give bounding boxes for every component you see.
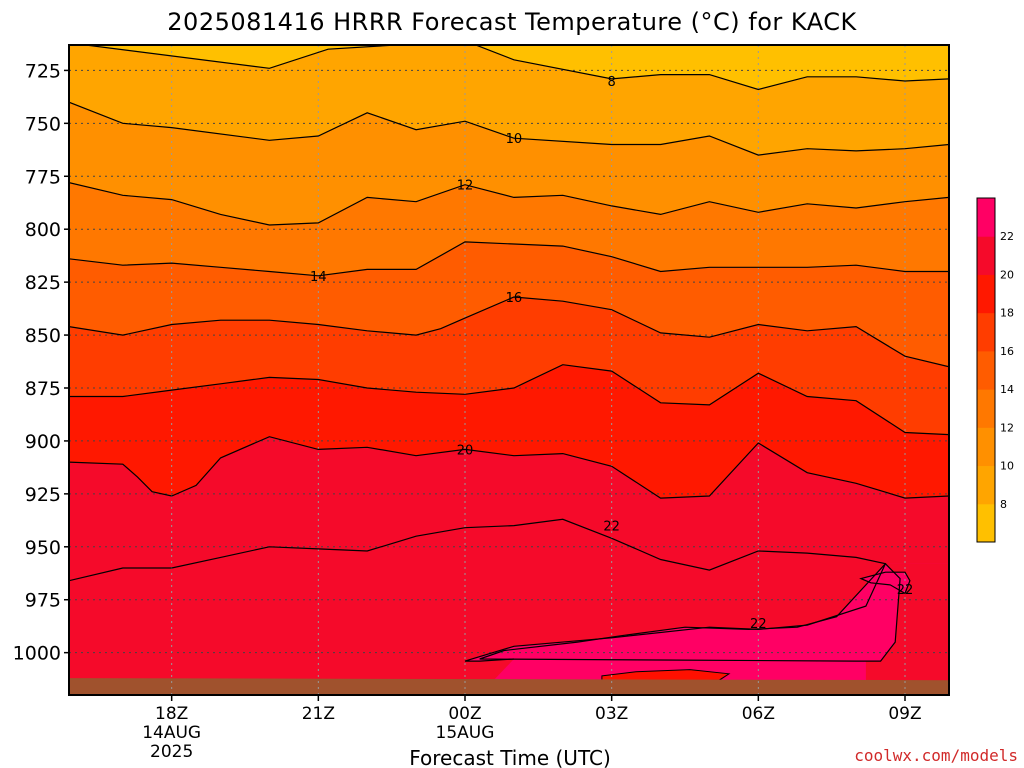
isotherm-label-3: 14 — [310, 270, 327, 285]
colorbar-swatch-2 — [977, 427, 995, 467]
plot-area: 8 10 12 14 16 20 22 22 22 — [69, 45, 949, 695]
credit-text: coolwx.com/models — [854, 746, 1018, 765]
x-tick-label-00Z-0: 00Z — [448, 704, 481, 724]
colorbar-swatch-8 — [977, 198, 995, 237]
isotherm-lines — [69, 45, 949, 662]
closed-warm-region-0 — [479, 563, 901, 662]
isotherm-label-4: 16 — [506, 291, 523, 306]
colorbar-swatch-5 — [977, 312, 995, 352]
y-tick-label-725: 725 — [25, 60, 61, 82]
colorbar-label-12: 12 — [1000, 421, 1014, 434]
colorbar-swatch-6 — [977, 274, 995, 314]
colorbar-swatch-7 — [977, 236, 995, 275]
colorbar-label-14: 14 — [1000, 383, 1014, 396]
isotherm-label-6: 20 — [457, 443, 474, 458]
grid-lines — [69, 45, 949, 695]
y-tick-label-1000: 1000 — [13, 643, 61, 665]
y-tick-label-775: 775 — [25, 166, 61, 188]
isotherm-16 — [69, 296, 949, 368]
band-above-8 — [85, 45, 949, 90]
y-tick-label-800: 800 — [25, 219, 61, 241]
isotherm-8 — [80, 45, 949, 91]
ground-band-fill — [69, 678, 949, 695]
y-tick-label-825: 825 — [25, 272, 61, 294]
chart-title: 2025081416 HRRR Forecast Temperature (°C… — [167, 8, 857, 36]
isotherm-10 — [69, 101, 949, 156]
y-tick-label-975: 975 — [25, 590, 61, 612]
plot-frame — [68, 44, 950, 696]
temperature-fill — [69, 45, 949, 695]
y-tick-label-875: 875 — [25, 378, 61, 400]
colorbar-label-22: 22 — [1000, 230, 1014, 243]
y-tick-label-750: 750 — [25, 113, 61, 135]
x-tick-label-18Z-0: 18Z — [155, 704, 188, 724]
x-tick-label-03Z-0: 03Z — [595, 704, 628, 724]
x-tick-label-09Z-0: 09Z — [888, 704, 921, 724]
x-axis-title: Forecast Time (UTC) — [409, 746, 611, 768]
isotherm-22 — [69, 518, 887, 662]
colorbar-swatch-1 — [977, 465, 995, 505]
isotherm-14 — [69, 241, 949, 277]
x-tick-label-18Z-1: 14AUG — [142, 723, 201, 743]
isotherm-label-0: 8 — [608, 75, 616, 90]
band-lower-22 — [69, 519, 886, 695]
isotherm-12 — [69, 182, 949, 226]
y-tick-label-925: 925 — [25, 484, 61, 506]
y-tick-label-950: 950 — [25, 537, 61, 559]
isotherm-22-closed-8 — [479, 562, 901, 662]
colorbar-label-8: 8 — [1000, 498, 1007, 511]
isotherm-label-1: 10 — [506, 132, 523, 147]
colorbar-swatch-3 — [977, 389, 995, 428]
isotherm-22-closed-9 — [859, 571, 911, 595]
colorbar: 8 10 12 14 16 18 20 22 — [976, 197, 1014, 543]
isotherm-label-9: 22 — [897, 583, 914, 598]
x-tick-label-06Z-0: 06Z — [742, 704, 775, 724]
isotherm-label-2: 12 — [457, 179, 474, 194]
isotherm-labels: 8 10 12 14 16 20 22 22 22 — [310, 75, 914, 632]
y-tick-label-900: 900 — [25, 431, 61, 453]
colorbar-label-18: 18 — [1000, 307, 1014, 320]
x-tick-label-21Z-0: 21Z — [302, 704, 335, 724]
colorbar-label-10: 10 — [1000, 460, 1014, 473]
colorbar-frame — [976, 197, 996, 543]
isotherm-20 — [69, 436, 949, 499]
y-axis: 725 750 775 800 825 850 875 900 925 950 975 1000 — [13, 60, 69, 665]
y-tick-label-850: 850 — [25, 325, 61, 347]
colorbar-swatch-4 — [977, 350, 995, 390]
colorbar-label-20: 20 — [1000, 268, 1014, 281]
isotherm-label-8: 22 — [750, 617, 767, 632]
x-tick-label-18Z-2: 2025 — [150, 742, 193, 762]
colorbar-label-16: 16 — [1000, 345, 1014, 358]
x-tick-label-00Z-1: 15AUG — [436, 723, 495, 743]
ground-band — [69, 678, 949, 695]
isotherm-label-7: 22 — [603, 520, 620, 535]
colorbar-swatch-0 — [977, 503, 995, 543]
isotherm-18 — [69, 364, 949, 436]
